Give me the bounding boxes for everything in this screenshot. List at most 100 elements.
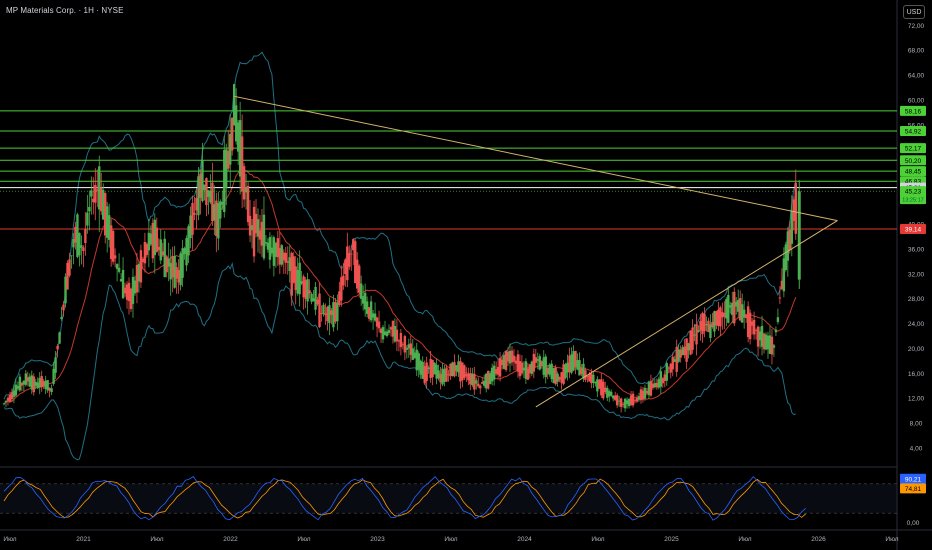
candle-body (578, 360, 581, 376)
candle-body (320, 313, 323, 314)
candle-body (391, 320, 395, 337)
stoch-zero-label: 0,00 (907, 520, 920, 527)
candle-body (661, 378, 665, 384)
candle-body (439, 373, 442, 383)
candle-body (586, 376, 589, 378)
candle-body (123, 287, 127, 294)
candle-body (746, 306, 750, 338)
candle-body (760, 325, 764, 347)
candle-body (598, 379, 601, 389)
candle-body (733, 291, 736, 324)
level-price-tag (900, 224, 926, 235)
candle-body (365, 301, 369, 314)
candle-body (350, 253, 353, 255)
candle-body (38, 378, 41, 388)
candle-body (695, 324, 698, 345)
candle-body (179, 253, 182, 286)
candle-body (338, 291, 341, 305)
candle-body (197, 176, 200, 216)
candle-body (506, 351, 510, 362)
candle-body (373, 313, 377, 321)
candle-body (584, 370, 587, 380)
candle-body (254, 213, 258, 234)
candle-body (510, 350, 514, 363)
y-tick-label: 56,00 (908, 122, 925, 129)
candle-body (209, 190, 212, 203)
candle-body (403, 336, 407, 353)
candle-body (389, 327, 393, 330)
candle-body (367, 307, 371, 319)
candle-body (782, 258, 786, 292)
candle-body (100, 187, 103, 212)
candle-body (536, 359, 539, 361)
y-tick-label: 32,00 (908, 271, 925, 278)
candle-body (207, 190, 210, 198)
candle-body (786, 231, 790, 261)
candle-body (280, 245, 284, 265)
candle-body (719, 307, 722, 327)
candle-body (641, 390, 645, 400)
candle-body (187, 226, 190, 256)
candle-body (566, 362, 569, 373)
candle-body (149, 233, 153, 245)
candle-body (185, 238, 188, 266)
x-tick-label: 2023 (370, 536, 385, 543)
y-tick-label: 24,00 (908, 321, 925, 328)
candle-body (691, 327, 694, 350)
candle-body (651, 383, 655, 388)
candle-body (627, 398, 631, 407)
candle-body (48, 387, 51, 391)
candle-body (532, 353, 536, 372)
candle-body (18, 376, 22, 391)
candle-body (635, 397, 639, 402)
candle-body (236, 122, 240, 152)
candle-body (165, 256, 168, 273)
candle-body (451, 362, 454, 377)
symbol-title: MP Materials Corp. · 1H · NYSE (6, 6, 124, 15)
candle-body (794, 182, 797, 234)
candle-body (274, 243, 278, 257)
candle-body (699, 320, 702, 331)
moving-average-line (3, 168, 797, 404)
candle-body (685, 338, 688, 362)
last-candle-body (797, 191, 801, 280)
candle-body (425, 362, 428, 382)
candle-body (574, 350, 577, 367)
candle-body (68, 259, 71, 276)
candle-body (98, 166, 101, 210)
candle-body (213, 204, 216, 221)
candle-body (205, 178, 208, 206)
candle-body (752, 319, 756, 335)
candle-body (52, 368, 55, 384)
candle-body (463, 365, 466, 379)
candle-body (417, 353, 420, 370)
candle-body (453, 362, 456, 377)
candle-body (455, 365, 458, 371)
candle-body (504, 351, 508, 370)
candle-body (191, 202, 194, 235)
last-price-tag (900, 186, 926, 205)
candle-body (74, 226, 77, 243)
candle-body (201, 160, 204, 202)
candle-body (413, 352, 416, 359)
candle-body (754, 329, 758, 331)
level-price-label: 48,45 (905, 169, 922, 176)
candle-body (758, 331, 762, 341)
candle-body (227, 150, 230, 169)
candle-body (78, 232, 81, 256)
candle-body (115, 264, 119, 269)
candle-body (731, 302, 734, 315)
candle-body (102, 190, 105, 220)
x-tick-label: Июл (150, 536, 163, 543)
candle-body (486, 371, 490, 389)
candle-body (352, 239, 355, 251)
candle-body (697, 330, 700, 332)
candle-body (361, 296, 365, 304)
currency-button[interactable]: USD (903, 5, 925, 19)
level-price-label: 54,92 (905, 128, 922, 135)
candle-body (701, 313, 704, 335)
candle-body (195, 197, 198, 211)
candle-body (399, 332, 403, 348)
candle-body (385, 331, 389, 337)
